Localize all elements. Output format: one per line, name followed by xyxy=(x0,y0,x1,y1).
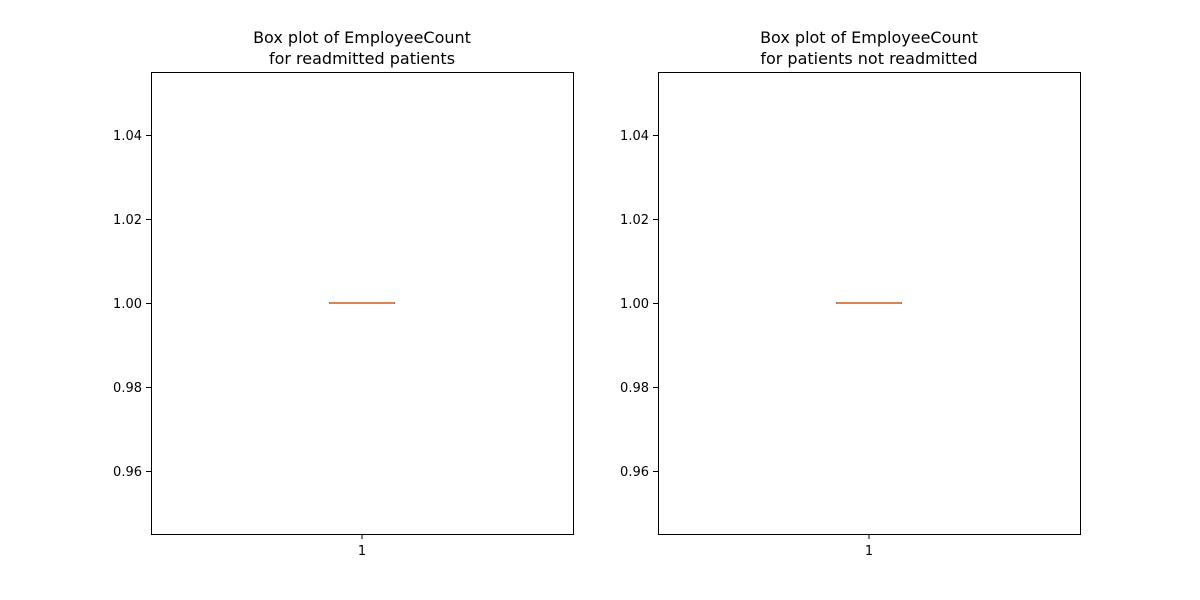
title-line: for patients not readmitted xyxy=(760,49,977,68)
y-axis: 0.96 0.98 1.00 1.02 1.04 xyxy=(113,129,151,480)
y-tick-label: 0.96 xyxy=(113,465,142,480)
y-tick-label: 1.00 xyxy=(113,297,142,312)
y-tick-label: 0.98 xyxy=(113,381,142,396)
chart-title: Box plot of EmployeeCount for patients no… xyxy=(760,28,978,68)
box-marks xyxy=(329,302,395,304)
plot-frame xyxy=(658,72,1081,535)
y-tick-label: 1.00 xyxy=(620,297,649,312)
y-tick-label: 0.98 xyxy=(620,381,649,396)
chart-not-readmitted: Box plot of EmployeeCount for patients no… xyxy=(620,28,1081,559)
y-tick-label: 1.02 xyxy=(620,213,649,228)
title-line: Box plot of EmployeeCount xyxy=(760,28,978,47)
x-tick-label: 1 xyxy=(358,544,366,559)
y-tick-label: 1.04 xyxy=(113,129,142,144)
x-tick-label: 1 xyxy=(865,544,873,559)
chart-readmitted: Box plot of EmployeeCount for readmitted … xyxy=(113,28,574,559)
title-line: for readmitted patients xyxy=(269,49,455,68)
title-line: Box plot of EmployeeCount xyxy=(253,28,471,47)
chart-title: Box plot of EmployeeCount for readmitted … xyxy=(253,28,471,68)
box-marks xyxy=(836,302,902,304)
y-tick-label: 1.02 xyxy=(113,213,142,228)
plot-frame xyxy=(151,72,574,535)
y-tick-label: 0.96 xyxy=(620,465,649,480)
y-tick-label: 1.04 xyxy=(620,129,649,144)
y-axis: 0.96 0.98 1.00 1.02 1.04 xyxy=(620,129,658,480)
